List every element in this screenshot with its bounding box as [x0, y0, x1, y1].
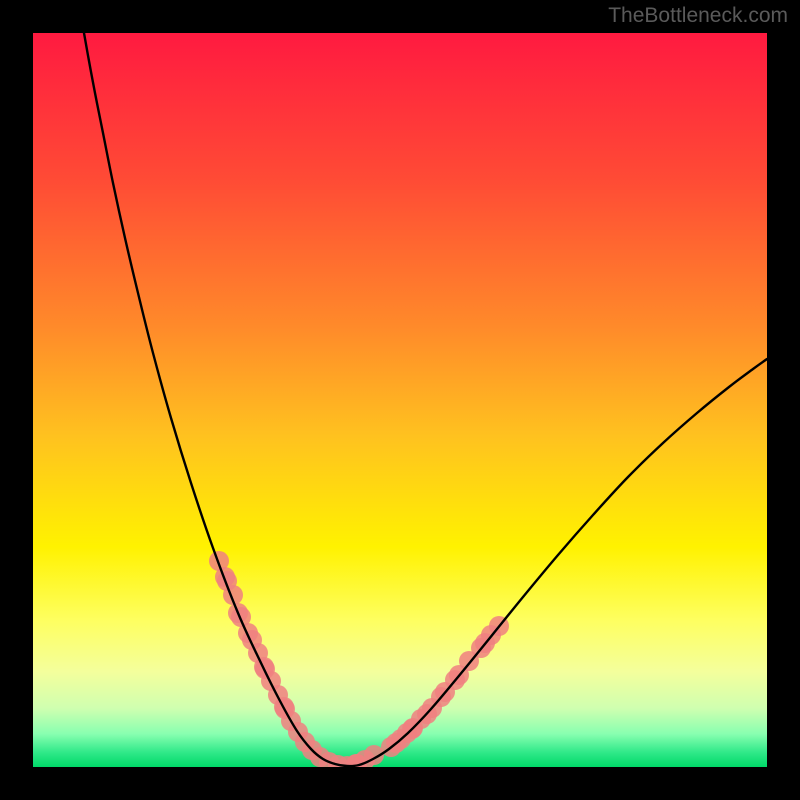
watermark-text: TheBottleneck.com [608, 4, 788, 28]
gradient-background [33, 33, 767, 767]
plot-area [33, 33, 767, 767]
